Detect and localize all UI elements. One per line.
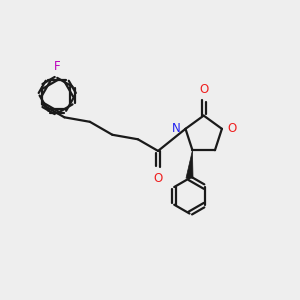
- Text: O: O: [153, 172, 163, 185]
- Polygon shape: [186, 150, 193, 178]
- Text: N: N: [171, 122, 180, 135]
- Text: O: O: [199, 82, 208, 96]
- Text: F: F: [54, 60, 61, 73]
- Text: O: O: [228, 122, 237, 135]
